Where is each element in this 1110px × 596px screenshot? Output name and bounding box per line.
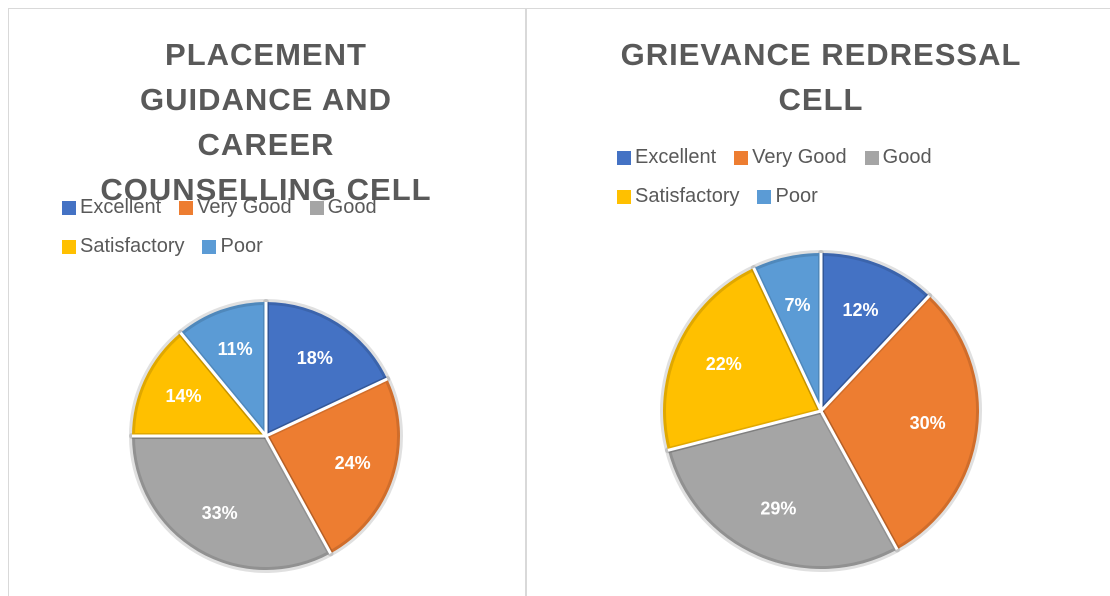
legend-label: Very Good [197, 196, 292, 218]
legend-item: Good [864, 146, 932, 169]
legend-label: Very Good [752, 146, 847, 168]
legend-item: Excellent [617, 146, 716, 169]
legend: Excellent Very Good Good Satisfactory Poor [62, 196, 442, 258]
chart-panel [8, 8, 526, 596]
legend-swatch [202, 239, 217, 254]
slice-separator [265, 377, 388, 438]
pie-slice [177, 299, 269, 439]
chart-title: GRIEVANCE REDRESSAL CELL [620, 37, 1022, 117]
slice-separator [752, 267, 823, 412]
chart-title: PLACEMENT GUIDANCE AND CAREER COUNSELLIN… [100, 37, 432, 207]
legend-swatch [617, 150, 631, 165]
pie-slice [263, 375, 403, 557]
legend-swatch [617, 189, 631, 204]
data-label: 11% [218, 339, 253, 359]
pie-slice [129, 433, 334, 573]
legend-swatch [179, 200, 194, 215]
legend-item: Excellent [62, 196, 161, 219]
slice-separator [667, 409, 822, 452]
slice-separator [819, 294, 931, 413]
legend-item: Poor [202, 235, 263, 258]
legend-label: Good [327, 196, 377, 218]
legend-label: Good [882, 146, 932, 168]
legend-item: Good [309, 196, 377, 219]
legend-label: Poor [220, 235, 263, 257]
legend-swatch [309, 200, 324, 215]
pie-slice [263, 299, 391, 439]
legend-swatch [734, 150, 749, 165]
legend-item: Very Good [734, 146, 847, 169]
legend-item: Very Good [179, 196, 292, 219]
pie-slice [818, 250, 933, 414]
legend-item: Satisfactory [617, 185, 739, 208]
legend-label: Excellent [80, 196, 162, 218]
legend: Excellent Very Good Good Satisfactory Poor [617, 146, 997, 208]
data-label: 14% [166, 386, 202, 406]
slice-separator [264, 435, 332, 555]
legend-swatch [62, 200, 76, 215]
legend-swatch [757, 189, 772, 204]
data-label: 29% [760, 498, 796, 518]
data-label: 12% [843, 300, 879, 320]
legend-swatch [62, 239, 76, 254]
legend-item: Satisfactory [62, 235, 184, 258]
slice-separator [819, 410, 899, 551]
legend-label: Satisfactory [635, 185, 740, 207]
data-label: 7% [785, 295, 811, 315]
legend-swatch [864, 150, 879, 165]
legend-label: Poor [775, 185, 818, 207]
pie-slice [664, 408, 901, 572]
pie-slice [660, 265, 824, 454]
pie-slice [818, 292, 982, 553]
pie-slice [129, 329, 269, 439]
legend-label: Excellent [635, 146, 717, 168]
data-label: 18% [297, 348, 333, 368]
data-label: 33% [202, 503, 238, 523]
chart-panel [526, 8, 1110, 596]
legend-item: Poor [757, 185, 818, 208]
legend-label: Satisfactory [80, 235, 185, 257]
slice-separator [179, 331, 268, 437]
data-label: 24% [335, 453, 371, 473]
data-label: 22% [706, 354, 742, 374]
data-label: 30% [910, 413, 946, 433]
